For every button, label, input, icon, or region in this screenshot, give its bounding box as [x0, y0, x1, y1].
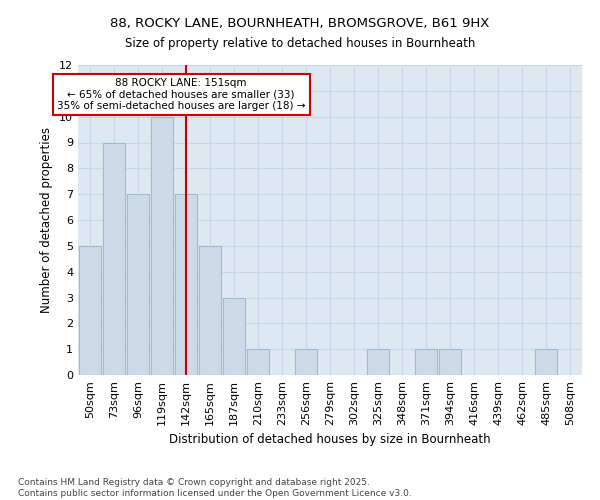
Bar: [79, 246, 101, 375]
Bar: [151, 116, 173, 375]
Y-axis label: Number of detached properties: Number of detached properties: [40, 127, 53, 313]
Bar: [415, 349, 437, 375]
X-axis label: Distribution of detached houses by size in Bournheath: Distribution of detached houses by size …: [169, 434, 491, 446]
Bar: [367, 349, 389, 375]
Text: 88, ROCKY LANE, BOURNHEATH, BROMSGROVE, B61 9HX: 88, ROCKY LANE, BOURNHEATH, BROMSGROVE, …: [110, 18, 490, 30]
Bar: [127, 194, 149, 375]
Bar: [223, 298, 245, 375]
Bar: [295, 349, 317, 375]
Bar: [199, 246, 221, 375]
Text: Size of property relative to detached houses in Bournheath: Size of property relative to detached ho…: [125, 38, 475, 51]
Bar: [439, 349, 461, 375]
Bar: [535, 349, 557, 375]
Bar: [247, 349, 269, 375]
Text: Contains HM Land Registry data © Crown copyright and database right 2025.
Contai: Contains HM Land Registry data © Crown c…: [18, 478, 412, 498]
Bar: [103, 142, 125, 375]
Bar: [175, 194, 197, 375]
Text: 88 ROCKY LANE: 151sqm
← 65% of detached houses are smaller (33)
35% of semi-deta: 88 ROCKY LANE: 151sqm ← 65% of detached …: [57, 78, 305, 111]
